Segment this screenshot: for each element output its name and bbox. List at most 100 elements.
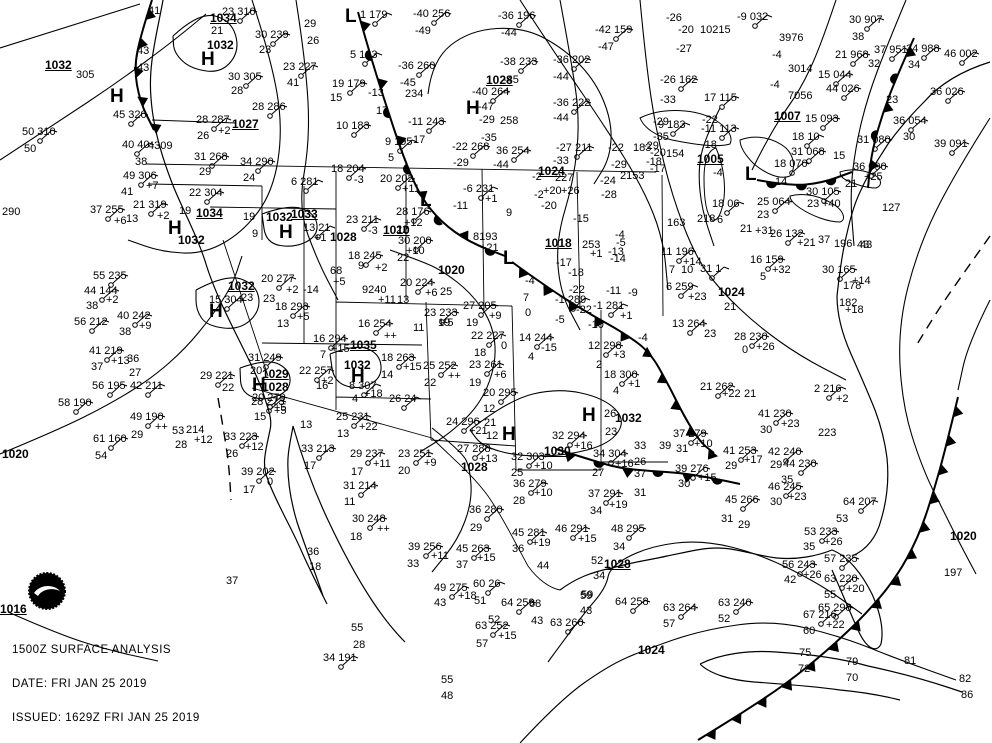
wind-barb	[112, 273, 129, 284]
isobar-label: 1024	[538, 164, 565, 178]
station-label: ++	[448, 370, 461, 382]
station-label: 29	[725, 460, 738, 472]
station-circle	[411, 218, 417, 224]
station-circle	[478, 312, 484, 318]
station-circle	[837, 276, 843, 282]
station-circle	[690, 475, 696, 481]
station-circle	[490, 98, 496, 104]
high-pressure-center: H	[168, 218, 182, 239]
station-label: 16 159	[750, 254, 784, 266]
station-label: 30 239	[255, 29, 289, 41]
wind-barb	[728, 201, 745, 212]
wind-barb	[142, 173, 159, 184]
wind-barb	[575, 57, 592, 68]
station-label: 22 257	[299, 365, 333, 377]
station-label: 22 227	[471, 330, 505, 342]
station-label: -18	[701, 139, 717, 151]
isobar-label: 1010	[383, 223, 410, 237]
high-pressure-center: H	[502, 424, 516, 445]
station-label: 26 24	[389, 393, 417, 405]
wind-barb	[152, 202, 169, 213]
station-label: -49	[415, 25, 431, 37]
isobar-line	[850, 0, 907, 247]
cold-front-pip	[396, 135, 407, 147]
station-label: 25 064	[757, 196, 791, 208]
wind-barb	[822, 612, 839, 623]
station-label: 43	[580, 605, 593, 617]
wind-barb	[302, 64, 319, 75]
station-label: -9	[628, 287, 638, 299]
isobar-label: 1028	[486, 73, 513, 87]
wind-barb	[753, 334, 770, 345]
station-circle	[740, 506, 746, 512]
station-label: -17	[556, 257, 572, 269]
station-label: +13	[111, 355, 130, 367]
station-label: 18	[474, 347, 487, 359]
station-label: 36 090	[853, 161, 887, 173]
station-label: 20 277	[261, 273, 295, 285]
station-label: 36 254	[496, 145, 530, 157]
station-label: 21	[744, 388, 757, 400]
title-block: 1500Z SURFACE ANALYSIS DATE: FRI JAN 25 …	[12, 622, 281, 743]
station-circle	[396, 364, 402, 370]
cold-front-pip	[360, 20, 371, 33]
station-label: +21	[469, 425, 488, 437]
cold-front-pip	[871, 598, 882, 609]
wind-barb	[400, 355, 417, 366]
station-label: 2153	[620, 170, 645, 182]
station-circle	[73, 409, 79, 415]
station-circle	[132, 322, 138, 328]
station-label: 21	[724, 301, 737, 313]
station-label: 30	[770, 496, 783, 508]
station-circle	[362, 61, 368, 67]
wind-barb	[435, 11, 452, 22]
station-label: 52	[488, 614, 501, 626]
station-label: 33 223	[224, 431, 258, 443]
cold-front-pip	[145, 8, 156, 20]
station-label: 51	[474, 595, 487, 607]
station-circle	[833, 81, 839, 87]
warm-front-pip	[766, 181, 778, 189]
isobar-line	[127, 0, 281, 254]
station-circle	[256, 478, 262, 484]
isobar-line	[519, 0, 669, 291]
cold-front-pip	[564, 451, 577, 463]
wind-barb	[825, 189, 842, 200]
station-label: +1	[620, 310, 633, 322]
cold-front-pip	[685, 425, 697, 437]
station-label: 52	[718, 613, 731, 625]
wind-barb	[530, 454, 547, 465]
station-label: 21	[740, 223, 753, 235]
station-circle	[608, 312, 614, 318]
cold-front-pip	[756, 696, 767, 708]
station-circle	[361, 226, 367, 232]
station-circle	[397, 148, 403, 154]
station-label: 39 256	[408, 541, 442, 553]
isobar-label: 1032	[344, 358, 371, 372]
station-label: -14	[303, 284, 319, 296]
station-circle	[619, 381, 625, 387]
station-label: +19	[609, 499, 628, 511]
wind-barb	[744, 497, 761, 508]
station-label: 25	[511, 467, 524, 479]
station-circle	[365, 460, 371, 466]
isobar-line	[7, 611, 159, 662]
station-label: +2	[321, 375, 334, 387]
station-label: 35	[781, 474, 794, 486]
station-circle	[486, 342, 492, 348]
station-label: -15	[541, 342, 557, 354]
station-label: 17 115	[704, 92, 737, 104]
wind-barb	[267, 355, 284, 366]
station-label: -44	[553, 112, 569, 124]
station-label: -5	[616, 237, 626, 249]
station-label: 65 298	[818, 602, 852, 614]
station-label: 28	[175, 439, 188, 451]
station-circle	[773, 420, 779, 426]
station-label: 27	[129, 367, 142, 379]
cold-front-pip	[150, 123, 162, 135]
station-label: 37 255	[90, 204, 124, 216]
station-label: 38	[852, 31, 865, 43]
station-label: +15	[477, 552, 496, 564]
station-label: 28 286	[252, 101, 286, 113]
station-label: +22	[359, 421, 378, 433]
